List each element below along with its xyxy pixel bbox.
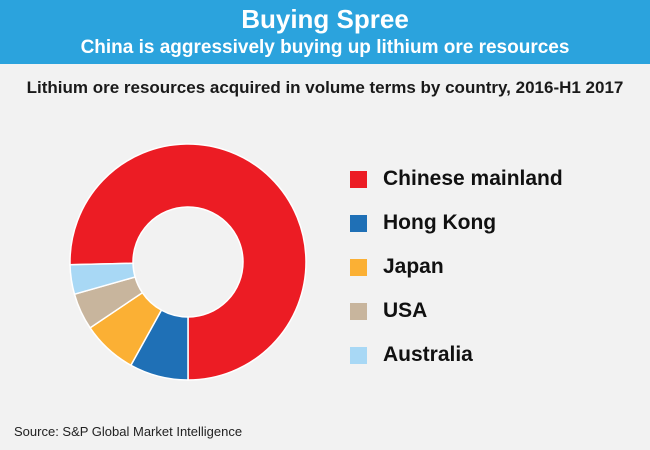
legend-item-australia: Australia [350, 333, 563, 377]
pie-slice-australia [69, 262, 137, 296]
legend-item-usa: USA [350, 289, 563, 333]
legend-label-australia: Australia [383, 343, 473, 366]
chart-title: Lithium ore resources acquired in volume… [26, 78, 624, 97]
chart-legend: Chinese mainland Hong Kong Japan USA Austral… [350, 157, 563, 377]
legend-swatch-hong-kong [350, 214, 367, 232]
legend-label-chinese-mainland: Chinese mainland [383, 167, 563, 190]
legend-label-usa: USA [383, 299, 428, 322]
legend-item-chinese-mainland: Chinese mainland [350, 157, 563, 201]
legend-label-hong-kong: Hong Kong [383, 211, 497, 234]
legend-swatch-japan [350, 258, 367, 276]
legend-swatch-australia [350, 346, 367, 364]
legend-swatch-chinese-mainland [350, 170, 367, 188]
page-subtitle: China is aggressively buying up lithium … [80, 37, 570, 58]
legend-item-hong-kong: Hong Kong [350, 201, 563, 245]
legend-item-japan: Japan [350, 245, 563, 289]
legend-swatch-usa [350, 302, 367, 320]
source-note: Source: S&P Global Market Intelligence [14, 424, 243, 439]
pie-slice-chinese-mainland [69, 143, 307, 381]
header-banner: Buying Spree China is aggressively buyin… [0, 0, 650, 64]
legend-label-japan: Japan [383, 255, 444, 278]
page-title: Buying Spree [241, 4, 409, 34]
